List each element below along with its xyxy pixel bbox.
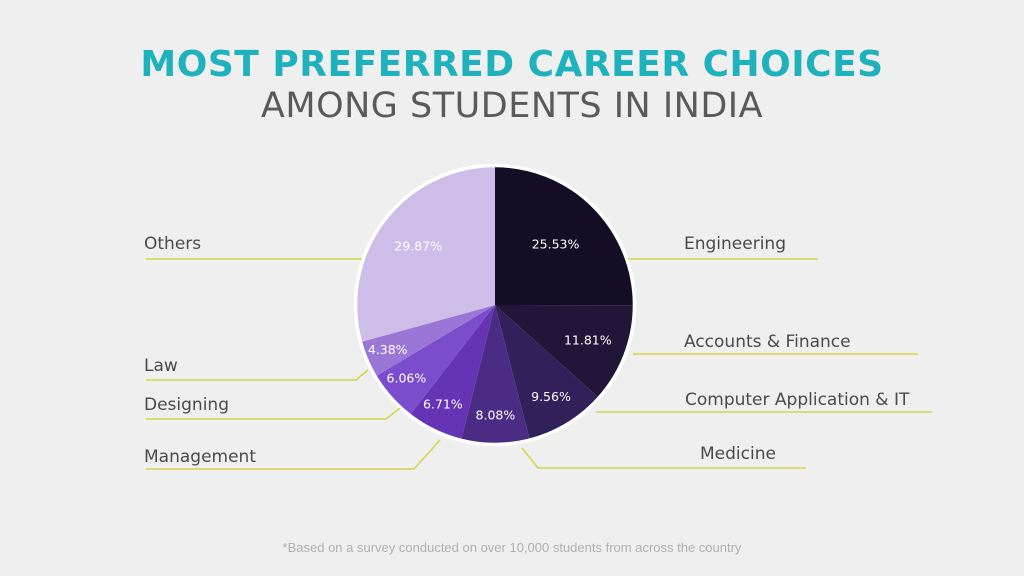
value-label-others: 29.87%	[394, 238, 442, 253]
value-label-engineering: 25.53%	[532, 237, 580, 252]
value-label-computer-application-it: 9.56%	[531, 389, 571, 404]
survey-footnote: *Based on a survey conducted on over 10,…	[282, 540, 742, 555]
leader-line-law	[146, 369, 369, 381]
category-label-management: Management	[144, 447, 256, 467]
category-label-computer-application-it: Computer Application & IT	[685, 390, 910, 410]
value-label-accounts-finance: 11.81%	[564, 333, 612, 348]
leader-line-management	[146, 439, 441, 470]
pie-slice-management	[410, 305, 495, 439]
value-label-medicine: 8.08%	[476, 407, 516, 422]
pie-border	[353, 163, 637, 447]
category-label-engineering: Engineering	[684, 234, 786, 254]
category-label-law: Law	[144, 356, 178, 376]
value-label-law: 4.38%	[368, 342, 408, 357]
pie-slice-medicine	[461, 305, 530, 443]
chart-title: MOST PREFERRED CAREER CHOICES	[140, 44, 884, 85]
value-label-management: 6.71%	[423, 396, 463, 411]
leader-line-designing	[146, 407, 401, 420]
pie-slice-computer-application-it	[495, 305, 598, 439]
category-label-designing: Designing	[144, 395, 229, 415]
pie-slice-others	[357, 167, 495, 342]
pie-slice-accounts-finance	[495, 305, 633, 397]
category-label-others: Others	[144, 234, 201, 254]
chart-subtitle: AMONG STUDENTS IN INDIA	[260, 86, 764, 126]
category-label-medicine: Medicine	[700, 444, 776, 464]
leader-line-medicine	[521, 447, 806, 469]
pie-slice-law	[361, 305, 495, 376]
pie-slice-designing	[376, 305, 495, 415]
value-label-designing: 6.06%	[387, 370, 427, 385]
category-label-accounts-finance: Accounts & Finance	[684, 332, 851, 352]
pie-slice-engineering	[495, 166, 633, 306]
